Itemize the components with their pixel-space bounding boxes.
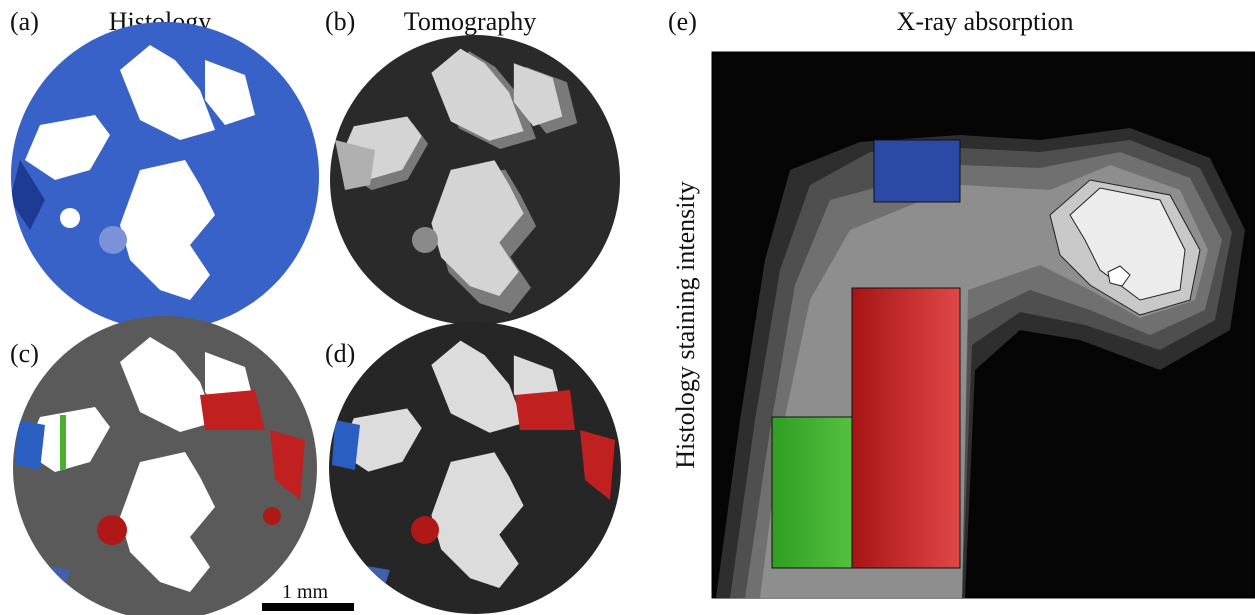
red-region — [852, 288, 960, 568]
overlay-image — [0, 310, 330, 615]
blue-region — [874, 140, 960, 202]
y-axis-label: Histology staining intensity — [671, 181, 700, 468]
figure: (a) Histology (b) Tomography (c) (d) — [0, 0, 1255, 615]
scale-bar — [262, 603, 354, 611]
panel-label: (a) — [10, 7, 39, 36]
panel-label: (e) — [668, 7, 697, 36]
page: {"panels": [ {"label": "(a)", "title": "… — [0, 0, 1255, 615]
histology-image — [0, 0, 330, 340]
tomography-image — [320, 30, 640, 340]
overlay-image — [320, 310, 640, 615]
panel-title: X-ray absorption — [897, 7, 1074, 36]
green-region — [772, 417, 852, 568]
joint-histogram — [712, 52, 1255, 598]
scale-bar-label: 1 mm — [282, 581, 329, 603]
panel-label: (b) — [325, 7, 355, 36]
panel-label: (d) — [325, 339, 355, 368]
panel-label: (c) — [10, 339, 39, 368]
panel-title: Tomography — [404, 7, 537, 36]
